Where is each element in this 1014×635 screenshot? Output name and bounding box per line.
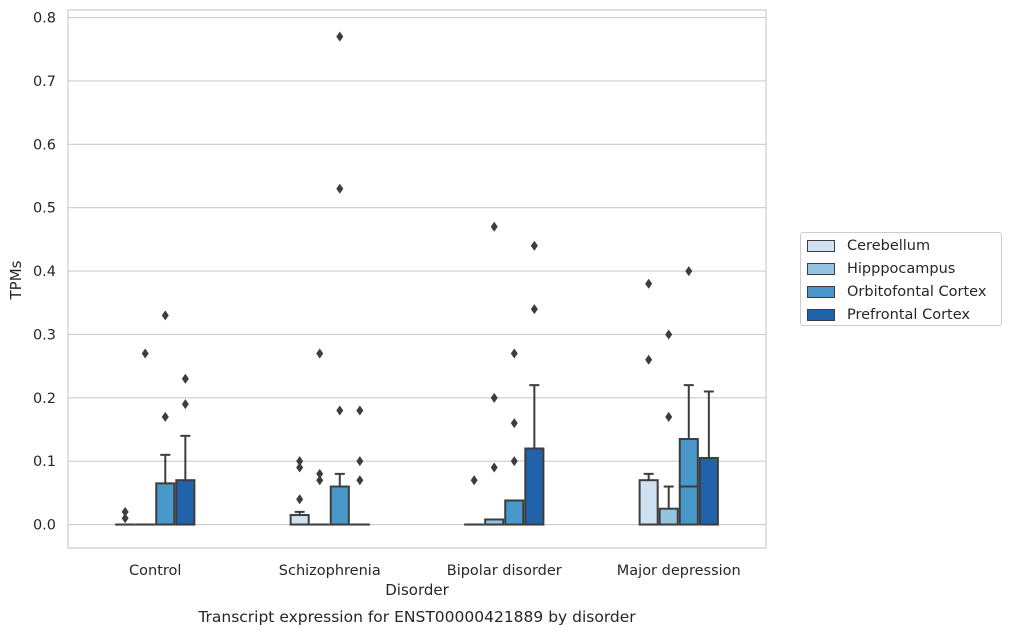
x-axis-ticks: Control Schizophrenia Bipolar disorder Majo…: [129, 563, 741, 579]
legend-item-prefrontal: Prefrontal Cortex: [807, 305, 970, 325]
x-tick-label: Major depression: [617, 563, 741, 579]
legend-label-prefrontal: Prefrontal Cortex: [847, 307, 970, 323]
box: [524, 447, 545, 526]
outlier-point: [490, 392, 498, 403]
box-prefrontal-cortex: [698, 390, 719, 526]
legend-item-hippocampus: Hipppocampus: [807, 259, 955, 279]
outlier-point: [490, 221, 498, 232]
outlier-point: [510, 456, 518, 467]
outlier-point: [665, 329, 673, 340]
box-cerebellum: [638, 278, 659, 526]
y-tick-label: 0.5: [33, 201, 56, 217]
outlier-point: [336, 31, 344, 42]
outlier-point: [121, 513, 129, 524]
box-hipppocampus: [135, 348, 156, 526]
outlier-point: [470, 475, 478, 486]
box: [658, 507, 679, 526]
outlier-point: [645, 354, 653, 365]
outlier-point: [121, 506, 129, 517]
box: [504, 499, 525, 526]
outlier-point: [161, 310, 169, 321]
y-axis-ticks: 0.0 0.1 0.2 0.3 0.4 0.5 0.6 0.7 0.8: [33, 11, 56, 534]
box-hipppocampus: [484, 221, 505, 526]
outlier-point: [510, 348, 518, 359]
legend-swatch-hippocampus: [807, 263, 835, 275]
outlier-point: [530, 240, 538, 251]
legend-item-orbitofrontal: Orbitofontal Cortex: [807, 282, 986, 302]
outlier-point: [296, 494, 304, 505]
chart-title: Transcript expression for ENST0000042188…: [197, 608, 636, 626]
outlier-point: [316, 468, 324, 479]
box: [329, 485, 350, 526]
y-tick-label: 0.3: [33, 327, 56, 343]
box: [638, 479, 659, 526]
boxes: [115, 31, 719, 526]
box: [678, 438, 699, 526]
box-cerebellum: [115, 506, 136, 526]
y-axis-label: TPMs: [7, 260, 25, 300]
outlier-point: [181, 373, 189, 384]
outlier-point: [296, 462, 304, 473]
box-hipppocampus: [658, 329, 679, 526]
legend-item-cerebellum: Cerebellum: [807, 236, 930, 256]
outlier-point: [490, 462, 498, 473]
legend-label-cerebellum: Cerebellum: [847, 238, 931, 254]
legend-swatch-orbitofrontal: [807, 286, 835, 298]
outlier-point: [316, 475, 324, 486]
outlier-point: [296, 456, 304, 467]
x-tick-label: Bipolar disorder: [447, 563, 562, 579]
box-orbitofontal-cortex: [504, 348, 525, 526]
outlier-point: [356, 456, 364, 467]
box-cerebellum: [464, 475, 485, 526]
outlier-point: [336, 183, 344, 194]
plot-area: [67, 9, 767, 549]
y-tick-label: 0.4: [33, 264, 56, 280]
legend-swatch-prefrontal: [807, 309, 835, 321]
y-tick-label: 0.1: [33, 454, 56, 470]
outlier-point: [356, 405, 364, 416]
outlier-point: [530, 304, 538, 315]
outlier-point: [665, 411, 673, 422]
outlier-point: [356, 475, 364, 486]
box-orbitofontal-cortex: [155, 310, 176, 526]
y-tick-label: 0.0: [33, 518, 56, 534]
outlier-point: [685, 266, 693, 277]
outlier-point: [336, 405, 344, 416]
legend-label-hippocampus: Hipppocampus: [847, 261, 956, 277]
box-orbitofontal-cortex: [678, 266, 699, 526]
y-tick-label: 0.2: [33, 391, 56, 407]
x-tick-label: Schizophrenia: [279, 563, 381, 579]
outlier-point: [510, 418, 518, 429]
box: [175, 479, 196, 526]
box-orbitofontal-cortex: [329, 31, 350, 526]
box-prefrontal-cortex: [175, 373, 196, 526]
box-hipppocampus: [309, 348, 330, 526]
box: [155, 482, 176, 526]
box-cerebellum: [289, 456, 310, 526]
legend-swatch-cerebellum: [807, 240, 835, 252]
outlier-point: [645, 278, 653, 289]
legend-label-orbitofrontal: Orbitofontal Cortex: [847, 284, 987, 300]
y-tick-label: 0.8: [33, 11, 56, 27]
legend: Cerebellum Hipppocampus Orbitofontal Cor…: [800, 232, 1002, 326]
gridlines: [68, 17, 766, 526]
outlier-point: [161, 411, 169, 422]
outlier-point: [141, 348, 149, 359]
box: [698, 457, 719, 526]
y-tick-label: 0.7: [33, 74, 56, 90]
box-prefrontal-cortex: [349, 405, 370, 526]
outlier-point: [316, 348, 324, 359]
x-axis-label: Disorder: [385, 581, 449, 599]
y-tick-label: 0.6: [33, 137, 56, 153]
outlier-point: [181, 399, 189, 410]
box: [289, 514, 310, 526]
box-prefrontal-cortex: [524, 240, 545, 526]
x-tick-label: Control: [129, 563, 181, 579]
